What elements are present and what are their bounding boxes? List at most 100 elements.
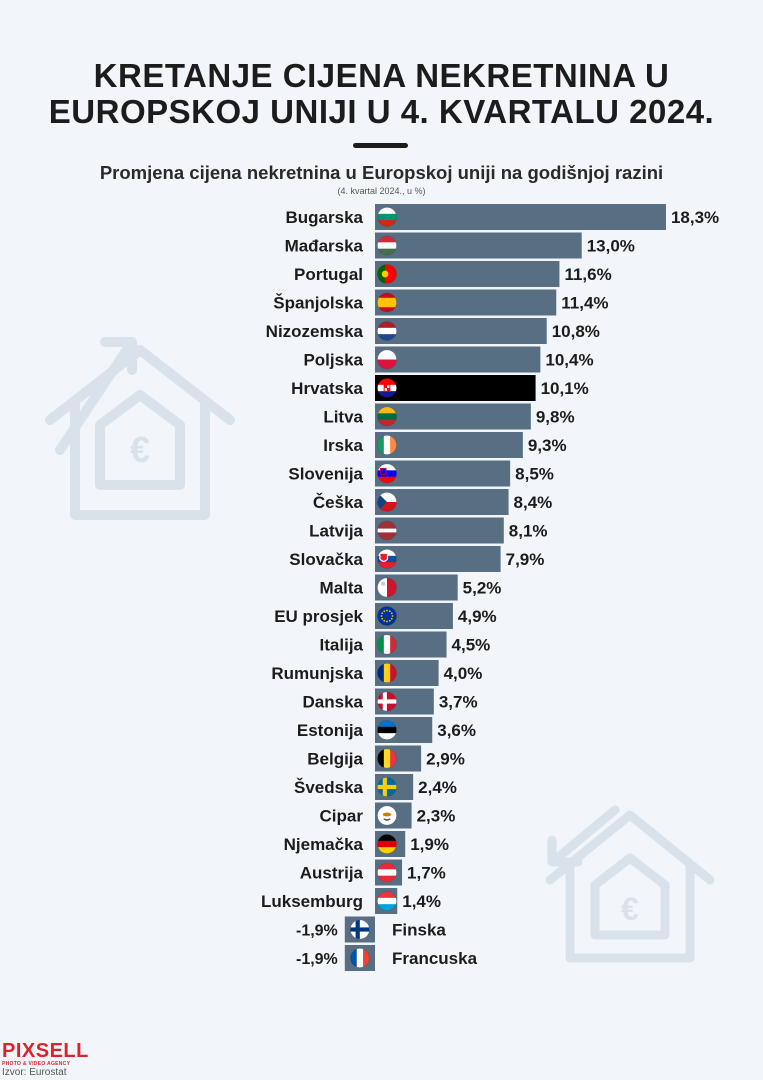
category-label: Švedska [294,778,364,797]
bar-group: Austrija 1,7% [300,859,446,886]
bar [375,318,547,344]
svg-text:€: € [621,891,639,927]
bar-group: Bugarska 18,3% [286,204,719,230]
value-label: 3,7% [439,693,478,712]
bar [375,232,582,259]
bar-group: -1,9% Francuska [296,945,478,971]
ee-flag-icon [377,720,397,740]
category-label: Estonija [297,721,364,740]
se-flag-icon [377,777,397,797]
bar-group: EU prosjek 4,9% [274,603,497,629]
hu-flag-icon [377,235,397,256]
value-label: 10,4% [545,351,593,370]
value-label: 8,1% [509,522,548,541]
value-label: 9,3% [528,436,567,455]
brand-tagline: PHOTO & VIDEO AGENCY [2,1061,71,1067]
value-label: 5,2% [463,579,502,598]
bar-group: Slovenija 8,5% [288,460,554,487]
es-flag-icon [377,292,397,313]
value-label: -1,9% [296,923,338,940]
value-label: 1,9% [410,835,449,854]
chart-title: Promjena cijena nekretnina u Europskoj u… [99,162,664,183]
chart-subtitle: (4. kvartal 2024., u %) [337,186,426,196]
house-growth-icon: € [45,337,235,520]
lv-flag-icon [377,520,397,541]
cy-flag-icon [377,805,397,826]
bar-group: Španjolska 11,4% [273,289,609,316]
bar-group: Belgija 2,9% [307,745,465,772]
bar [375,403,531,430]
bar-group: Hrvatska 10,1% [291,375,589,401]
category-label: Slovačka [289,550,363,569]
bar-group: Cipar 2,3% [320,802,455,829]
lu-flag-icon [377,891,397,911]
bar-group: Slovačka 7,9% [289,546,544,572]
category-label: Latvija [309,522,363,541]
value-label: 3,6% [437,721,476,740]
value-label: -1,9% [296,951,338,968]
mt-flag-icon [377,577,397,598]
category-label: Portugal [294,265,363,284]
bar-group: Njemačka 1,9% [284,831,449,857]
bar [375,375,536,401]
ro-flag-icon [377,663,397,683]
value-label: 18,3% [671,208,719,227]
category-label: Belgija [307,750,363,769]
fr-flag-icon [350,948,370,968]
category-label: Nizozemska [266,322,364,341]
bar [375,289,557,316]
page-title: KRETANJE CIJENA NEKRETNINA U EUROPSKOJ U… [0,58,763,130]
bar-group: -1,9% Finska [296,916,446,943]
category-label: Rumunjska [271,664,363,683]
category-label: Luksemburg [261,892,363,911]
pl-flag-icon [377,349,397,370]
it-flag-icon [377,634,397,655]
source-note: Izvor: Eurostat [2,1067,67,1078]
category-label: Poljska [303,351,363,370]
eu-flag-icon [377,606,397,626]
value-label: 7,9% [506,550,545,569]
title-divider [353,143,408,148]
brand-logo: PIXSELL [2,1040,89,1062]
be-flag-icon [377,748,397,769]
bar-group: Portugal 11,6% [294,261,612,287]
value-label: 9,8% [536,408,575,427]
bar-group: Latvija 8,1% [309,517,548,544]
pt-flag-icon [377,264,397,284]
bar-group: Mađarska 13,0% [285,232,635,259]
category-label: Bugarska [286,208,364,227]
bar-group: Italija 4,5% [320,631,491,658]
category-label: Španjolska [273,294,363,313]
bar-group: Češka 8,4% [313,489,552,515]
nl-flag-icon [377,321,397,341]
category-label: Cipar [320,807,364,826]
title-line-1: KRETANJE CIJENA NEKRETNINA U [93,57,670,94]
category-label: Mađarska [285,237,364,256]
bar [375,460,511,487]
bar [375,204,666,230]
value-label: 2,4% [418,778,457,797]
category-label: Finska [392,921,446,940]
bar-group: Rumunjska 4,0% [271,660,482,686]
dk-flag-icon [377,691,397,712]
value-label: 10,8% [552,322,600,341]
category-label: Litva [323,408,363,427]
category-label: Italija [320,636,364,655]
value-label: 10,1% [541,379,589,398]
ie-flag-icon [377,435,397,455]
category-label: Irska [323,436,363,455]
category-label: Češka [313,493,364,512]
bar [375,261,560,287]
value-label: 4,0% [444,664,483,683]
bar-group: Malta 5,2% [320,574,502,601]
category-label: Hrvatska [291,379,363,398]
value-label: 11,4% [561,294,608,313]
svg-text:€: € [130,429,150,470]
bar-group: Nizozemska 10,8% [266,318,600,344]
lt-flag-icon [377,406,397,427]
de-flag-icon [377,834,397,854]
category-label: Slovenija [288,465,363,484]
hr-flag-icon [377,378,397,398]
value-label: 4,5% [452,636,491,655]
title-line-2: EUROPSKOJ UNIJI U 4. KVARTALU 2024. [48,93,715,130]
